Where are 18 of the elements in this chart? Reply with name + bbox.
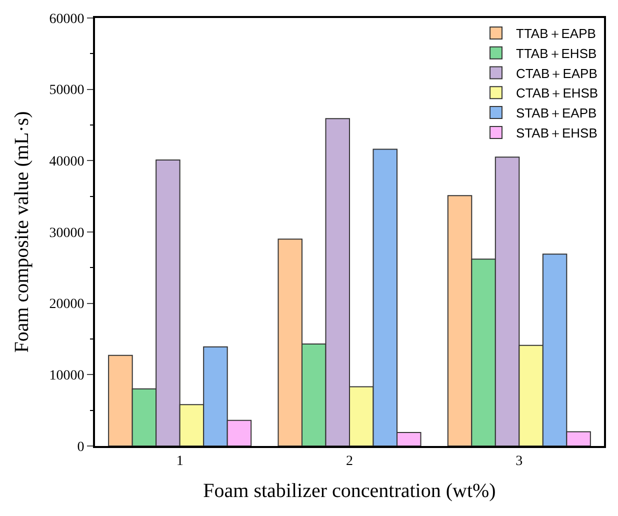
y-tick-label: 20000 <box>49 297 84 312</box>
legend-label: CTAB＋EAPB <box>516 66 598 81</box>
x-tick-label: 3 <box>516 454 523 469</box>
legend-label: STAB＋EAPB <box>516 106 597 121</box>
y-tick-label: 0 <box>77 440 84 455</box>
legend-label: STAB＋EHSB <box>516 126 598 141</box>
y-tick-label: 40000 <box>49 154 84 170</box>
y-axis-title: Foam composite value (mL·s) <box>11 111 34 353</box>
y-tick-label: 10000 <box>49 368 84 384</box>
y-tick-label: 60000 <box>49 12 84 27</box>
legend-label: CTAB＋EHSB <box>516 86 598 101</box>
x-tick-label: 1 <box>176 454 184 469</box>
y-tick-label: 50000 <box>49 83 84 98</box>
legend-label: TTAB＋EAPB <box>516 26 596 42</box>
y-tick-label: 30000 <box>49 226 84 241</box>
x-axis-title: Foam stabilizer concentration (wt%) <box>203 480 496 502</box>
x-tick-label: 2 <box>346 454 353 469</box>
legend-label: TTAB＋EHSB <box>516 46 597 61</box>
